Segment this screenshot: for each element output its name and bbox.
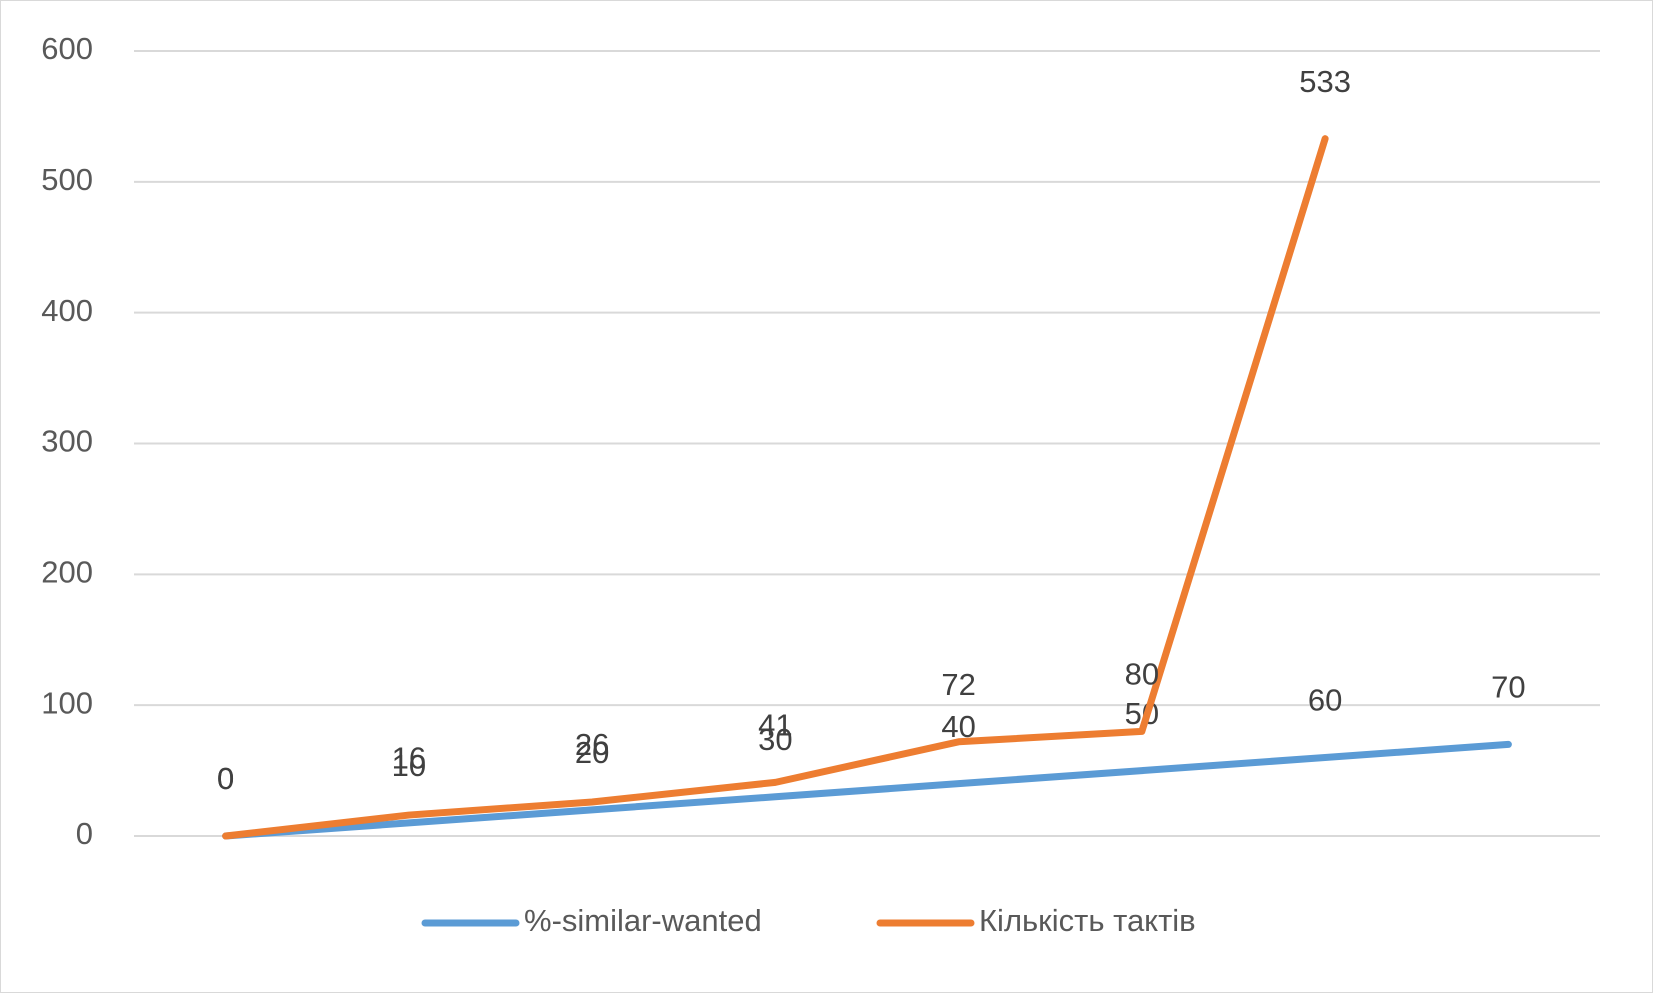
data-label: 20 bbox=[575, 735, 609, 770]
data-label: 80 bbox=[1125, 657, 1159, 692]
y-tick-label: 400 bbox=[41, 293, 93, 328]
data-label: 60 bbox=[1308, 683, 1342, 718]
data-label: 0 bbox=[217, 761, 234, 796]
y-tick-label: 200 bbox=[41, 555, 93, 590]
series-line bbox=[222, 135, 1329, 840]
data-label: 41 bbox=[758, 708, 792, 743]
data-label: 533 bbox=[1299, 64, 1351, 99]
data-label: 16 bbox=[392, 740, 426, 775]
legend-label: %-similar-wanted bbox=[524, 903, 762, 938]
data-label: 30 bbox=[758, 722, 792, 757]
data-label: 72 bbox=[941, 667, 975, 702]
data-label: 10 bbox=[392, 748, 426, 783]
legend-label: Кількість тактів bbox=[979, 903, 1196, 938]
data-label: 26 bbox=[575, 727, 609, 762]
y-tick-label: 300 bbox=[41, 424, 93, 459]
data-label: 0 bbox=[217, 761, 234, 796]
series-line bbox=[222, 740, 1512, 840]
y-tick-label: 0 bbox=[76, 816, 93, 851]
y-tick-label: 100 bbox=[41, 685, 93, 720]
y-tick-label: 500 bbox=[41, 162, 93, 197]
y-tick-label: 600 bbox=[41, 31, 93, 66]
data-label: 70 bbox=[1491, 670, 1525, 705]
